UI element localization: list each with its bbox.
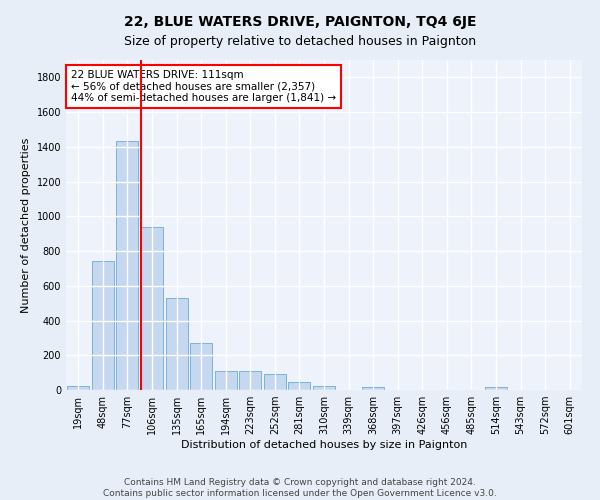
Bar <box>141 226 163 390</box>
Bar <box>362 388 384 390</box>
Bar <box>289 382 310 390</box>
Text: 22 BLUE WATERS DRIVE: 111sqm
← 56% of detached houses are smaller (2,357)
44% of: 22 BLUE WATERS DRIVE: 111sqm ← 56% of de… <box>71 70 336 103</box>
X-axis label: Distribution of detached houses by size in Paignton: Distribution of detached houses by size … <box>181 440 467 450</box>
Y-axis label: Number of detached properties: Number of detached properties <box>21 138 31 312</box>
Bar <box>67 386 89 390</box>
Bar <box>239 371 262 390</box>
Bar <box>264 374 286 390</box>
Bar <box>313 386 335 390</box>
Text: Size of property relative to detached houses in Paignton: Size of property relative to detached ho… <box>124 35 476 48</box>
Bar <box>92 260 114 390</box>
Text: Contains HM Land Registry data © Crown copyright and database right 2024.
Contai: Contains HM Land Registry data © Crown c… <box>103 478 497 498</box>
Bar <box>215 371 237 390</box>
Bar <box>485 388 507 390</box>
Bar <box>166 298 188 390</box>
Bar <box>116 141 139 390</box>
Text: 22, BLUE WATERS DRIVE, PAIGNTON, TQ4 6JE: 22, BLUE WATERS DRIVE, PAIGNTON, TQ4 6JE <box>124 15 476 29</box>
Bar <box>190 343 212 390</box>
